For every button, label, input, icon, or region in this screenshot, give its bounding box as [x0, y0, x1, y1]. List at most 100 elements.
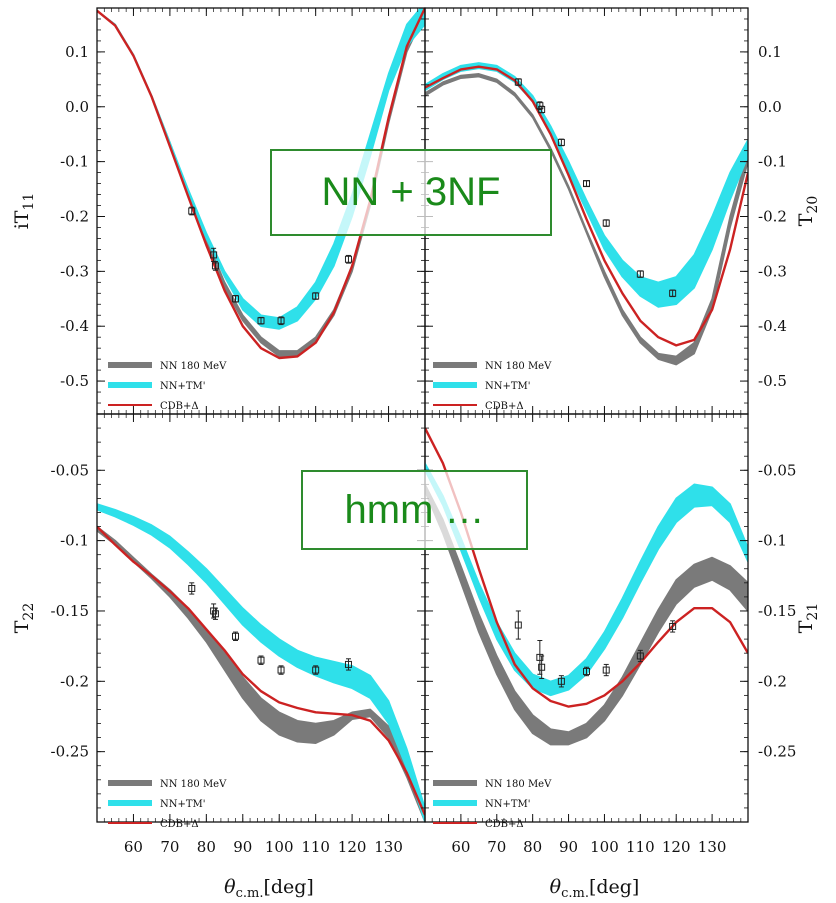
callout-bottom: hmm … — [301, 470, 528, 550]
legend-label-nn: NN 180 MeV — [485, 361, 552, 372]
y-tick-label: -0.1 — [60, 153, 89, 171]
x-tick-label: 70 — [160, 838, 179, 856]
y-tick-label: -0.5 — [60, 372, 89, 390]
marker-square — [669, 622, 677, 630]
x-tick-label: 70 — [487, 838, 506, 856]
data-point — [344, 658, 352, 671]
data-point — [538, 105, 546, 114]
marker-square — [557, 138, 565, 146]
data-point — [277, 316, 285, 326]
y-axis-title: iT11 — [11, 193, 37, 230]
y-tick-label: -0.3 — [60, 262, 89, 280]
marker-square — [257, 656, 265, 664]
y-tick-label: -0.1 — [60, 532, 89, 550]
y-tick-label: -0.3 — [758, 262, 787, 280]
marker-square — [312, 666, 320, 674]
x-tick-label: 110 — [626, 838, 655, 856]
x-tick-label: 130 — [698, 838, 727, 856]
data-point — [211, 260, 219, 271]
marker-square — [536, 653, 544, 661]
marker-square — [636, 270, 644, 278]
x-axis-title: θc.m.[deg] — [224, 876, 314, 901]
y-tick-label: 0.1 — [65, 43, 89, 61]
band-tm — [97, 503, 425, 822]
y-tick-label: -0.25 — [758, 743, 796, 761]
marker-square — [514, 621, 522, 629]
y-tick-label: -0.1 — [758, 532, 787, 550]
x-axis-title: θc.m.[deg] — [550, 876, 640, 901]
y-axis-title: T20 — [795, 196, 821, 227]
marker-square — [557, 677, 565, 685]
x-tick-label: 90 — [233, 838, 252, 856]
x-tick-label: 60 — [124, 838, 143, 856]
data-point — [188, 206, 196, 216]
data-point — [257, 655, 265, 665]
data-point — [557, 675, 565, 688]
legend: NN 180 MeV NN+TM' CDB+Δ — [433, 779, 552, 830]
y-tick-label: -0.4 — [60, 317, 89, 335]
legend-label-tm: NN+TM' — [160, 799, 206, 810]
data-point — [602, 663, 610, 677]
marker-square — [583, 180, 590, 188]
y-tick-label: -0.2 — [758, 207, 787, 225]
data-point — [583, 180, 590, 188]
data-point — [211, 607, 219, 620]
x-tick-label: 90 — [559, 838, 578, 856]
marker-square — [538, 663, 546, 671]
y-tick-label: -0.5 — [758, 372, 787, 390]
panel-bottom-right: -0.05 -0.1 -0.15 -0.2 -0.25 60 70 80 90 100 110 120… — [424, 413, 821, 901]
data-point — [312, 292, 320, 300]
legend: NN 180 MeV NN+TM' CDB+Δ — [108, 361, 227, 412]
marker-square — [211, 610, 219, 618]
marker-square — [514, 78, 522, 86]
data-point — [669, 289, 677, 298]
line-cdb — [425, 427, 748, 708]
marker-square — [257, 317, 265, 325]
marker-square — [602, 666, 610, 674]
legend-label-nn: NN 180 MeV — [485, 779, 552, 790]
legend: NN 180 MeV NN+TM' CDB+Δ — [108, 779, 227, 830]
panel-bottom-left: -0.05 -0.1 -0.15 -0.2 -0.25 60 70 80 90 100 110 120… — [11, 413, 426, 901]
x-tick-label: 110 — [301, 838, 330, 856]
y-tick-label: -0.25 — [51, 743, 89, 761]
panel-frame — [424, 413, 749, 823]
y-tick-label: -0.05 — [51, 461, 89, 479]
band-tm — [97, 8, 425, 330]
marker-square — [277, 666, 285, 674]
plot-area — [97, 503, 425, 822]
y-tick-label: -0.4 — [758, 317, 787, 335]
x-tick-label: 60 — [451, 838, 470, 856]
data-point — [602, 219, 610, 227]
marker-square — [344, 660, 352, 668]
x-tick-label: 100 — [265, 838, 294, 856]
marker-square — [344, 255, 352, 263]
y-tick-label: -0.15 — [758, 602, 796, 620]
y-tick-label: 0.0 — [758, 98, 782, 116]
legend: NN 180 MeV NN+TM' CDB+Δ — [433, 361, 552, 412]
x-tick-label: 130 — [374, 838, 403, 856]
y-tick-label: -0.05 — [758, 461, 796, 479]
y-tick-label: -0.2 — [60, 207, 89, 225]
plot-area — [425, 427, 748, 746]
y-tick-label: -0.15 — [51, 602, 89, 620]
data-point — [583, 666, 590, 677]
y-axis-title: T22 — [11, 603, 37, 634]
marker-square — [538, 106, 546, 113]
marker-square — [188, 207, 196, 215]
data-point — [277, 665, 285, 675]
legend-label-cdb: CDB+Δ — [485, 401, 524, 412]
marker-square — [312, 292, 320, 300]
callout-top: NN + 3NF — [270, 149, 552, 236]
data-point — [557, 138, 565, 147]
data-point — [257, 316, 265, 325]
line-cdb — [97, 525, 425, 816]
marker-square — [188, 584, 196, 592]
y-tick-label: -0.2 — [60, 672, 89, 690]
x-tick-label: 80 — [197, 838, 216, 856]
marker-square — [583, 667, 590, 675]
legend-label-tm: NN+TM' — [485, 381, 531, 392]
marker-square — [211, 262, 219, 270]
x-tick-label: 120 — [662, 838, 691, 856]
data-point — [231, 631, 239, 642]
line-cdb — [425, 65, 748, 347]
